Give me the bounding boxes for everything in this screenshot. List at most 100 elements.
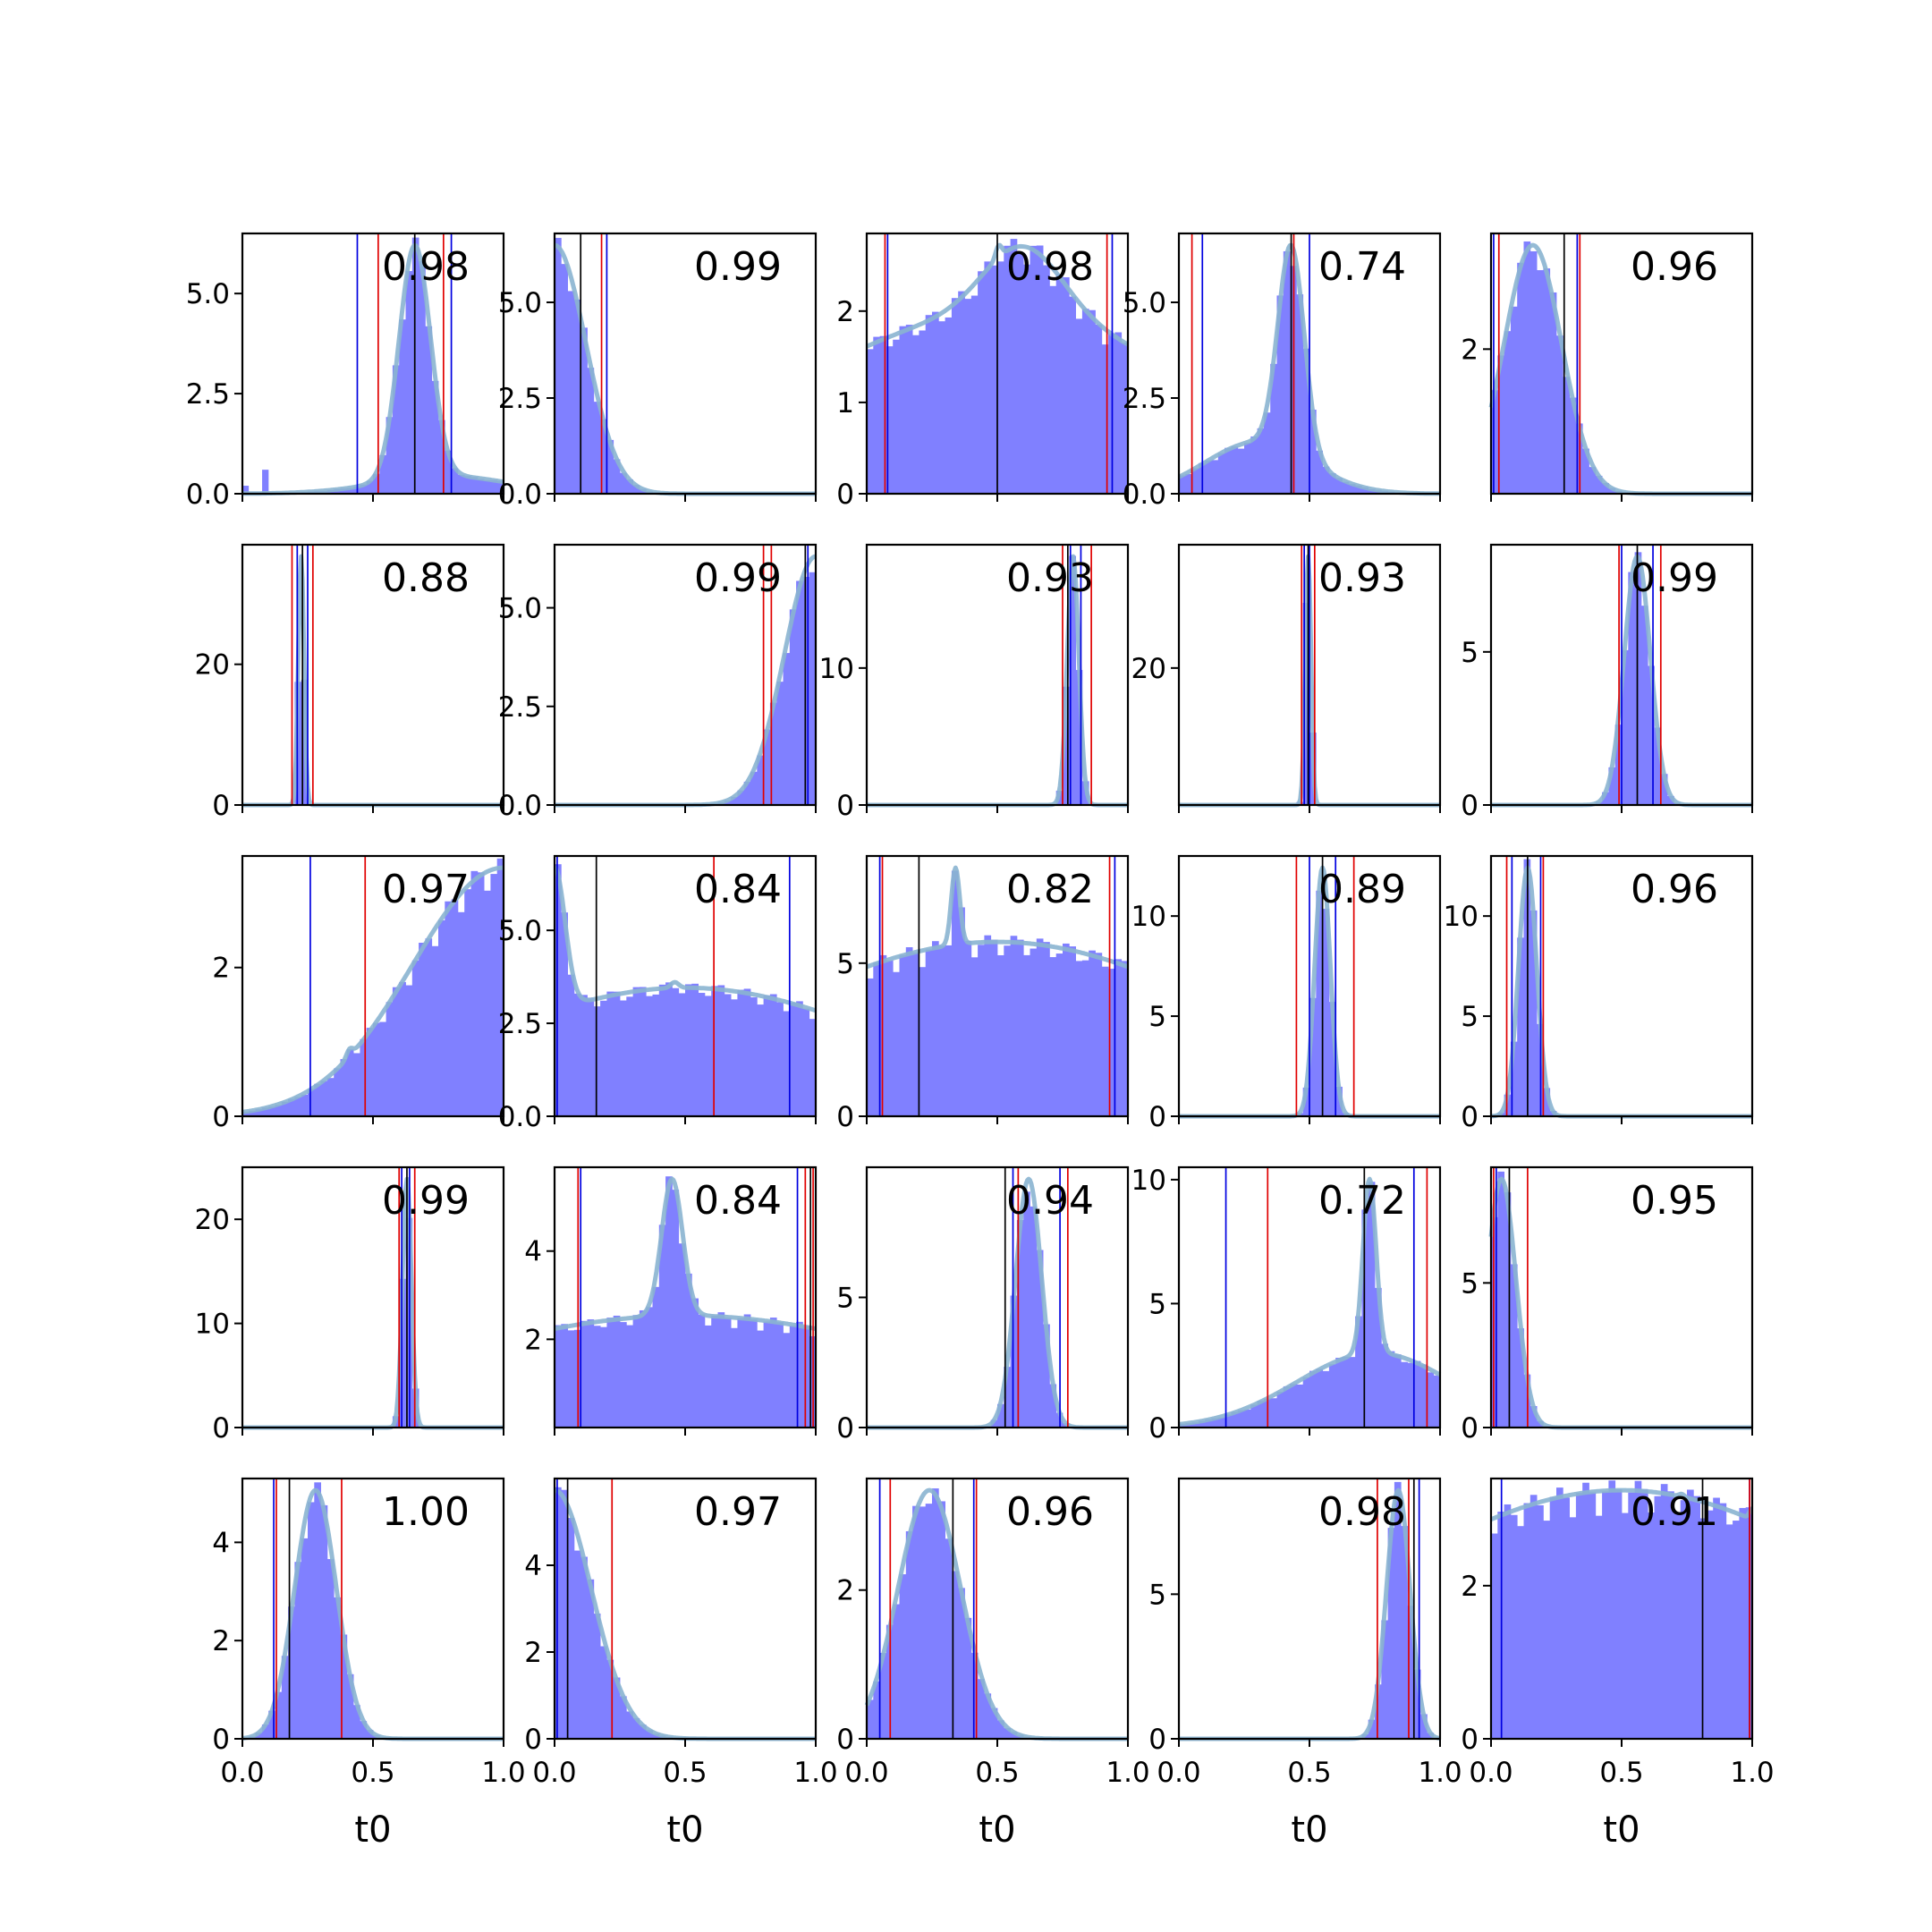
histogram-bar xyxy=(373,473,380,494)
histogram-bar xyxy=(1680,1500,1688,1739)
histogram-bar xyxy=(561,912,568,1116)
r-squared-annotation: 0.97 xyxy=(694,1489,782,1535)
histogram-bar xyxy=(620,1000,627,1116)
y-tick-label: 0 xyxy=(836,1412,854,1445)
histogram-bar xyxy=(1055,953,1063,1116)
histogram-bar xyxy=(1401,1526,1408,1739)
histogram-bar xyxy=(255,1733,263,1739)
y-tick-label: 5 xyxy=(1461,1001,1479,1033)
histogram-bar xyxy=(932,941,939,1116)
y-tick-label: 2 xyxy=(212,953,230,985)
histogram-bar xyxy=(958,291,965,494)
histogram-bar xyxy=(1316,1368,1323,1428)
histogram-bar xyxy=(1244,443,1251,494)
histogram-bar xyxy=(366,1028,374,1116)
y-tick-label: 10 xyxy=(1131,901,1166,933)
histogram-bar xyxy=(1316,450,1323,494)
histogram-bar xyxy=(1276,295,1284,494)
histogram-bar xyxy=(997,954,1004,1116)
histogram-bar xyxy=(1491,1533,1498,1739)
histogram-bar xyxy=(763,995,771,1116)
histogram-bar xyxy=(1309,410,1317,494)
histogram-bar xyxy=(1537,1504,1544,1739)
histogram-bar xyxy=(704,996,712,1116)
r-squared-annotation: 0.74 xyxy=(1318,244,1406,290)
y-tick-label: 0.0 xyxy=(498,790,542,822)
histogram-bar xyxy=(1224,1414,1232,1428)
histogram-bar xyxy=(405,985,413,1116)
y-tick-label: 0.0 xyxy=(498,479,542,511)
histogram-bar xyxy=(1355,1316,1362,1428)
r-squared-annotation: 0.99 xyxy=(694,244,782,290)
x-tick-label: 0.5 xyxy=(351,1757,394,1789)
y-tick-label: 10 xyxy=(195,1309,230,1341)
histogram-bar xyxy=(411,237,419,494)
histogram-bar xyxy=(1328,1002,1336,1116)
subplot-15: 0 5 10 0.96 xyxy=(1444,854,1754,1133)
subplot-14: 0 5 10 0.89 xyxy=(1131,854,1442,1133)
histogram-bar xyxy=(620,1696,627,1739)
histogram-bar xyxy=(1049,285,1057,494)
y-tick-label: 2 xyxy=(836,1575,854,1607)
histogram-bar xyxy=(691,1298,699,1428)
subplot-19: 0 5 10 0.72 xyxy=(1131,1165,1442,1445)
x-axis-label: t0 xyxy=(979,1809,1015,1851)
histogram-bar xyxy=(1608,487,1616,494)
histogram-bar xyxy=(717,985,725,1116)
histogram-bar xyxy=(1121,961,1129,1116)
histogram-bar xyxy=(997,1720,1004,1739)
histogram-bar xyxy=(1497,1171,1504,1428)
histogram-bar xyxy=(1381,1343,1388,1428)
histogram-bar xyxy=(580,995,588,1116)
histogram-bar xyxy=(593,1006,601,1116)
histogram-bar xyxy=(1654,1496,1662,1739)
r-squared-annotation: 0.96 xyxy=(1006,1489,1094,1535)
histogram-bar xyxy=(731,999,738,1116)
histogram-bar xyxy=(425,938,433,1116)
histogram-bar xyxy=(1342,481,1350,494)
histogram-bar xyxy=(457,911,465,1116)
histogram-bar xyxy=(990,265,998,494)
subplot-16: 0 10 20 0.99 xyxy=(195,1165,505,1445)
histogram-bar xyxy=(867,349,874,494)
subplot-24: 0 5 0.0 0.5 1.0 t0 0.98 xyxy=(1148,1477,1462,1851)
subplot-11: 020.97 xyxy=(212,854,505,1133)
histogram-bar xyxy=(1250,436,1258,494)
y-tick-label: 0 xyxy=(212,790,230,822)
histogram-bar xyxy=(593,1326,601,1428)
y-tick-label: 5.0 xyxy=(186,278,230,310)
histogram-bar xyxy=(1497,355,1504,494)
histogram-bar xyxy=(632,485,640,494)
histogram-bar xyxy=(242,1112,250,1116)
histogram-bar xyxy=(919,1506,927,1739)
histogram-bar xyxy=(438,419,445,494)
histogram-bar xyxy=(340,1059,348,1116)
histogram-bar xyxy=(743,781,751,805)
y-tick-label: 5 xyxy=(1461,637,1479,669)
histogram-bar xyxy=(587,1319,595,1428)
histogram-bar xyxy=(600,1326,607,1428)
histogram-bar xyxy=(1543,1521,1551,1739)
histogram-bar xyxy=(1296,1384,1304,1428)
subplot-7: 0.0 2.5 5.0 0.99 xyxy=(498,543,818,822)
y-tick-label: 0 xyxy=(212,1412,230,1445)
y-tick-label: 5 xyxy=(1148,1579,1166,1611)
histogram-bar xyxy=(970,957,979,1116)
histogram-bar xyxy=(1361,1209,1369,1428)
histogram-bar xyxy=(802,1326,810,1428)
subplot-grid: 0.0 2.5 5.0 0.98 0.0 2.5 5.0 0.99 0 1 2 0.98 0.0 2.5 5… xyxy=(186,232,1775,1851)
histogram-bar xyxy=(1368,1719,1376,1739)
histogram-bar xyxy=(484,479,491,494)
histogram-bar xyxy=(1517,1526,1524,1739)
histogram-bar xyxy=(580,1320,588,1428)
histogram-bar xyxy=(970,295,979,494)
histogram-bar xyxy=(886,346,894,494)
histogram-bar xyxy=(555,237,562,494)
histogram-bar xyxy=(1543,1088,1551,1116)
histogram-bar xyxy=(757,1330,764,1428)
kde-curve xyxy=(554,1176,817,1332)
histogram-bar xyxy=(334,1597,341,1739)
histogram-bar xyxy=(1081,309,1089,494)
histogram-bar xyxy=(1693,1496,1700,1739)
y-tick-label: 0 xyxy=(836,790,854,822)
